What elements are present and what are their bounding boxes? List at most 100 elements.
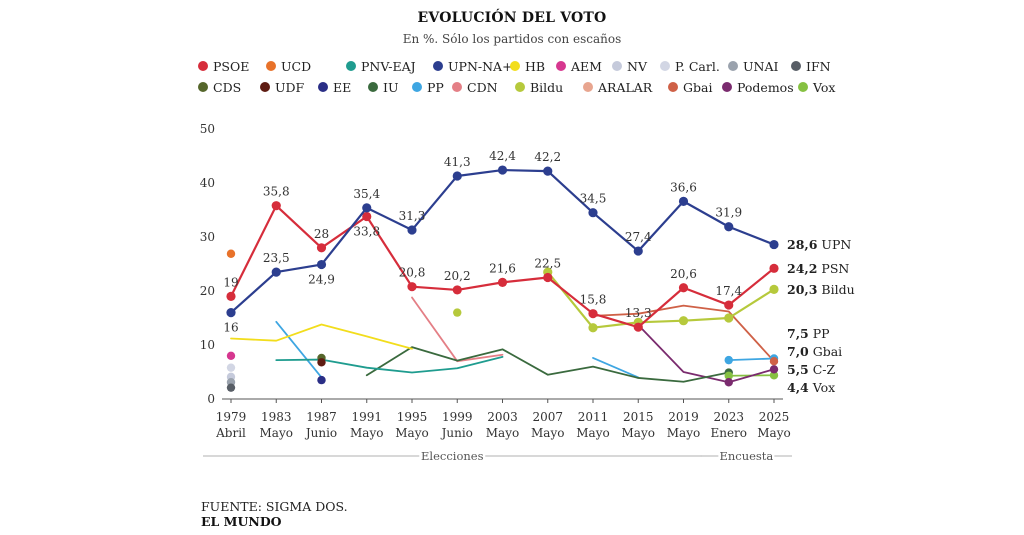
- data-point: [317, 358, 326, 367]
- data-point: [452, 285, 462, 295]
- data-label: 17,4: [715, 284, 742, 298]
- data-point: [316, 243, 327, 253]
- x-tick-year: 2011: [578, 410, 609, 424]
- legend-swatch: [433, 61, 443, 71]
- x-tick-month: Mayo: [531, 426, 564, 440]
- legend-label: Bildu: [530, 79, 564, 95]
- data-point: [769, 239, 779, 250]
- data-point: [226, 363, 236, 372]
- data-label: 21,6: [489, 261, 516, 275]
- legend-swatch: [198, 61, 208, 71]
- x-tick-month: Mayo: [395, 426, 428, 440]
- x-tick-year: 1999: [442, 410, 473, 424]
- x-tick-year: 2007: [532, 410, 563, 424]
- x-tick-month: Mayo: [667, 426, 700, 440]
- group-label: Encuesta: [719, 449, 773, 463]
- data-label: 20,2: [444, 269, 471, 283]
- legend-label: AEM: [571, 58, 602, 74]
- data-point: [453, 308, 462, 317]
- legend-label: P. Carl.: [675, 58, 720, 74]
- data-label: 23,5: [263, 251, 290, 265]
- legend-swatch: [798, 82, 808, 92]
- y-tick-label: 50: [200, 122, 215, 136]
- legend-item: CDS: [198, 77, 241, 97]
- data-label: 24,9: [308, 273, 335, 287]
- legend-label: Podemos: [737, 79, 794, 95]
- legend-swatch: [791, 61, 801, 71]
- x-tick-year: 2015: [623, 410, 654, 424]
- y-tick-label: 30: [200, 230, 215, 244]
- legend-swatch: [660, 61, 670, 71]
- legend-swatch: [368, 82, 378, 92]
- legend-swatch: [452, 82, 462, 92]
- legend-swatch: [728, 61, 738, 71]
- data-point: [588, 309, 598, 319]
- x-tick-month: Mayo: [622, 426, 655, 440]
- legend: PSOE UCD PNV-EAJ UPN-NA+ HB AEM NV P. Carl. UNAI…: [198, 56, 858, 98]
- legend-item: ARALAR: [583, 77, 652, 97]
- data-label: 20,8: [399, 266, 426, 280]
- data-point: [769, 371, 779, 380]
- data-point: [226, 249, 236, 258]
- data-point: [769, 357, 779, 366]
- series-line: [365, 346, 730, 383]
- series-line: [275, 320, 323, 379]
- data-label: 35,8: [263, 185, 290, 199]
- data-point: [678, 316, 689, 326]
- legend-label: HB: [525, 58, 546, 74]
- x-tick-month: Mayo: [350, 426, 383, 440]
- data-point: [724, 378, 733, 387]
- x-tick-year: 1983: [261, 410, 292, 424]
- data-point: [543, 166, 553, 176]
- x-tick-month: Junio: [304, 426, 337, 440]
- data-point: [271, 201, 281, 211]
- x-tick-month: Junio: [440, 426, 473, 440]
- y-tick-label: 40: [200, 176, 215, 190]
- legend-item: NV: [612, 56, 647, 76]
- data-point: [724, 222, 734, 232]
- legend-label: Vox: [813, 79, 836, 95]
- legend-item: Podemos: [722, 77, 794, 97]
- data-point: [362, 211, 372, 222]
- legend-swatch: [510, 61, 520, 71]
- data-point: [226, 351, 236, 360]
- data-label: 41,3: [444, 155, 471, 169]
- legend-label: PSOE: [213, 58, 250, 74]
- data-label: 42,4: [489, 149, 516, 163]
- x-tick-month: Mayo: [576, 426, 609, 440]
- data-point: [633, 246, 643, 256]
- data-point: [724, 355, 733, 365]
- legend-item: PP: [412, 77, 444, 97]
- x-tick-month: Mayo: [757, 426, 790, 440]
- group-label: Elecciones: [421, 449, 484, 463]
- legend-swatch: [260, 82, 270, 92]
- legend-item: Bildu: [515, 77, 563, 97]
- data-point: [769, 284, 779, 294]
- legend-swatch: [346, 61, 356, 71]
- data-point: [724, 300, 734, 310]
- data-label: 34,5: [580, 192, 607, 206]
- data-point: [362, 203, 372, 213]
- legend-swatch: [198, 82, 208, 92]
- data-label: 36,6: [670, 180, 697, 194]
- legend-swatch: [266, 61, 276, 71]
- x-tick-month: Enero: [710, 426, 747, 440]
- data-point: [678, 196, 689, 206]
- x-tick-year: 1991: [351, 410, 382, 424]
- legend-label: IFN: [806, 58, 831, 74]
- y-tick-label: 0: [207, 392, 215, 406]
- data-label: 35,4: [353, 187, 380, 201]
- data-label: 31,9: [715, 206, 742, 220]
- data-point: [633, 322, 643, 332]
- end-label: 5,5 C-Z: [787, 362, 836, 377]
- end-label: 4,4 Vox: [787, 380, 835, 395]
- legend-label: Gbai: [683, 79, 713, 95]
- data-point: [226, 383, 236, 392]
- data-label: 22,5: [534, 257, 561, 271]
- data-point: [497, 165, 508, 175]
- legend-item: IU: [368, 77, 398, 97]
- data-point: [317, 375, 326, 385]
- data-point: [769, 365, 779, 374]
- legend-label: UDF: [275, 79, 305, 95]
- data-label: 16: [223, 321, 238, 335]
